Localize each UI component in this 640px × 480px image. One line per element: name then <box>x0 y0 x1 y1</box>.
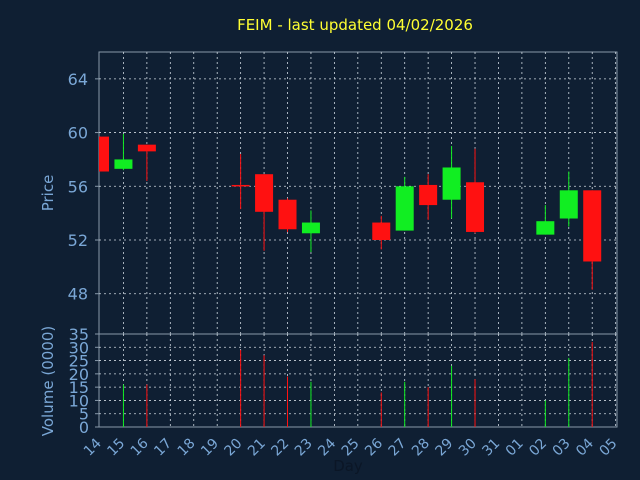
price-tick-label: 52 <box>68 231 88 250</box>
candle <box>419 174 438 220</box>
candle <box>442 146 461 219</box>
candle-body <box>559 190 578 219</box>
candle-body <box>114 159 133 169</box>
volume-tick-label: 5 <box>79 405 89 424</box>
candle-body <box>395 186 414 231</box>
price-panel: 48 52 56 60 64 Price <box>39 51 618 335</box>
price-grid <box>99 52 617 334</box>
candle <box>536 205 555 235</box>
chart-title: FEIM - last updated 04/02/2026 <box>237 16 473 34</box>
candle-body <box>278 199 297 230</box>
candle <box>395 176 414 231</box>
volume-bars <box>122 341 593 427</box>
price-tick-label: 48 <box>68 285 88 304</box>
volume-tick-label: 15 <box>69 378 89 397</box>
candle <box>372 215 391 250</box>
candle-body <box>583 190 602 262</box>
candle <box>99 136 109 172</box>
x-axis-ticks: 14 15 16 17 18 19 20 21 22 23 24 25 26 27 28 29 30 31 01 02… <box>81 435 621 459</box>
price-y-ticks: 48 52 56 60 64 <box>68 70 99 304</box>
volume-tick-label: 35 <box>69 325 89 344</box>
candle <box>466 148 485 234</box>
price-tick-label: 64 <box>68 70 88 89</box>
candle-body <box>255 174 274 212</box>
candle <box>301 210 320 253</box>
candle-body <box>231 184 250 187</box>
candle <box>231 154 250 210</box>
volume-tick-label: 25 <box>69 352 89 371</box>
candle <box>583 190 602 290</box>
volume-tick-label: 20 <box>69 365 89 384</box>
volume-tick-label: 0 <box>79 418 89 437</box>
candle-body <box>419 184 438 206</box>
candle-body <box>466 182 485 232</box>
price-axis-label: Price <box>39 175 57 212</box>
candle-body <box>137 144 156 152</box>
candle <box>114 133 133 171</box>
volume-grid <box>99 334 617 427</box>
candle <box>137 144 156 181</box>
volume-axis-label: Volume (0000) <box>39 326 57 436</box>
candle-body <box>301 222 320 234</box>
candle-body <box>442 167 461 200</box>
candle <box>559 171 578 227</box>
volume-tick-label: 10 <box>69 391 89 410</box>
price-tick-label: 56 <box>68 177 88 196</box>
candle <box>255 174 274 251</box>
price-tick-label: 60 <box>68 124 88 143</box>
candle-body <box>372 222 391 240</box>
x-axis-label: Day <box>333 457 363 475</box>
volume-tick-label: 30 <box>69 338 89 357</box>
candle-body <box>99 136 109 172</box>
candle <box>278 198 297 232</box>
candles <box>99 133 602 290</box>
candle-body <box>536 221 555 235</box>
